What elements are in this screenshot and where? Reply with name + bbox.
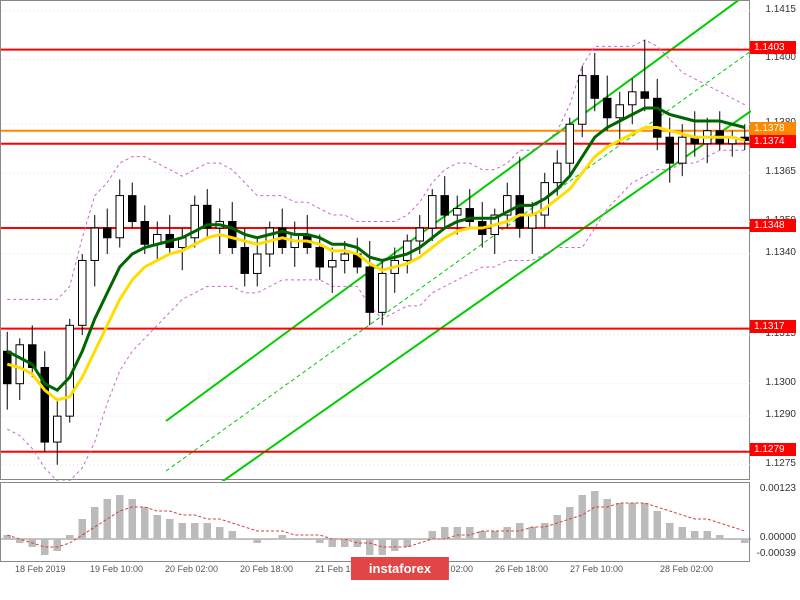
macd-y-tick: 0.00000 — [760, 532, 796, 543]
x-tick-label: 20 Feb 02:00 — [165, 564, 218, 574]
watermark: instaforex — [351, 557, 449, 580]
y-tick-label: 1.1300 — [765, 377, 796, 388]
macd-y-tick: -0.00039 — [757, 548, 796, 559]
price-y-axis: 1.12751.12901.13001.13151.13401.13501.13… — [750, 0, 800, 480]
chart-container: EURUSD,H1 1.1377 1.1377 1.1375 1.1375 Ch… — [0, 0, 800, 600]
hline-label: 1.1279 — [750, 443, 796, 456]
x-tick-label: 18 Feb 2019 — [15, 564, 66, 574]
hline-label: 1.1403 — [750, 41, 796, 54]
x-tick-label: 28 Feb 02:00 — [660, 564, 713, 574]
hline-label: 1.1348 — [750, 219, 796, 232]
y-tick-label: 1.1275 — [765, 458, 796, 469]
x-tick-label: 26 Feb 18:00 — [495, 564, 548, 574]
y-tick-label: 1.1400 — [765, 52, 796, 63]
x-tick-label: 27 Feb 10:00 — [570, 564, 623, 574]
price-chart-svg — [1, 1, 751, 481]
macd-svg — [1, 483, 751, 563]
hline-label: 1.1378 — [750, 122, 796, 135]
y-tick-label: 1.1365 — [765, 166, 796, 177]
x-tick-label: 19 Feb 10:00 — [90, 564, 143, 574]
macd-panel[interactable] — [0, 482, 750, 562]
main-price-chart[interactable] — [0, 0, 750, 480]
y-tick-label: 1.1340 — [765, 247, 796, 258]
macd-y-tick: 0.00123 — [760, 483, 796, 494]
y-tick-label: 1.1290 — [765, 409, 796, 420]
hline-label: 1.1317 — [750, 320, 796, 333]
hline-label: 1.1374 — [750, 135, 796, 148]
x-tick-label: 20 Feb 18:00 — [240, 564, 293, 574]
y-tick-label: 1.1415 — [765, 4, 796, 15]
